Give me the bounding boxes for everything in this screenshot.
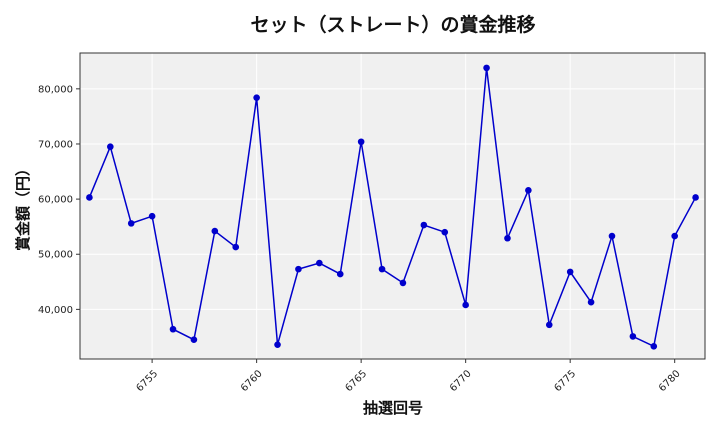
data-point	[566, 268, 574, 276]
plot-area	[79, 52, 706, 360]
data-point	[545, 321, 553, 329]
data-point	[357, 138, 365, 146]
y-axis: 40,000 50,000 60,000 70,000 80,000	[38, 84, 80, 316]
data-point	[629, 333, 637, 340]
data-point	[169, 325, 177, 333]
y-tick-label: 70,000	[38, 139, 73, 150]
data-point	[483, 64, 490, 72]
y-axis-label: 賞金額（円）	[14, 161, 32, 251]
data-point	[336, 270, 344, 278]
data-point	[378, 265, 386, 273]
data-point	[86, 194, 93, 201]
data-point	[504, 234, 511, 242]
data-point	[190, 336, 198, 344]
x-axis: 6755 6760 6765 6770 6775 6780	[134, 359, 683, 394]
data-point	[148, 212, 156, 220]
data-point	[671, 232, 678, 240]
data-point	[232, 243, 240, 251]
series-group	[86, 64, 699, 350]
y-tick-label: 60,000	[38, 195, 73, 206]
data-point	[525, 186, 532, 194]
x-tick-label: 6755	[134, 368, 160, 394]
chart-title: セット（ストレート）の賞金推移	[250, 13, 535, 36]
series-line	[88, 67, 697, 348]
data-point	[650, 343, 658, 350]
data-point	[587, 298, 595, 306]
data-point	[211, 227, 219, 235]
data-point	[107, 143, 114, 151]
data-point	[608, 232, 616, 240]
x-tick-label: 6775	[553, 368, 579, 394]
x-tick-label: 6770	[448, 368, 474, 394]
data-point	[462, 301, 469, 309]
data-point	[127, 220, 135, 227]
plot-border	[79, 52, 706, 360]
x-tick-label: 6765	[343, 368, 369, 394]
data-point	[316, 259, 323, 267]
x-tick-label: 6760	[239, 368, 265, 394]
data-point	[399, 279, 407, 287]
y-tick-label: 50,000	[38, 250, 73, 261]
y-tick-label: 80,000	[38, 84, 73, 95]
x-axis-label: 抽選回号	[363, 399, 423, 417]
data-point	[441, 228, 449, 236]
grid	[79, 52, 706, 360]
data-point	[420, 221, 428, 229]
data-point	[253, 94, 260, 101]
data-point	[295, 265, 302, 273]
x-tick-label: 6780	[657, 368, 683, 394]
y-tick-label: 40,000	[38, 305, 73, 316]
data-point	[274, 341, 281, 348]
data-point	[692, 194, 699, 201]
